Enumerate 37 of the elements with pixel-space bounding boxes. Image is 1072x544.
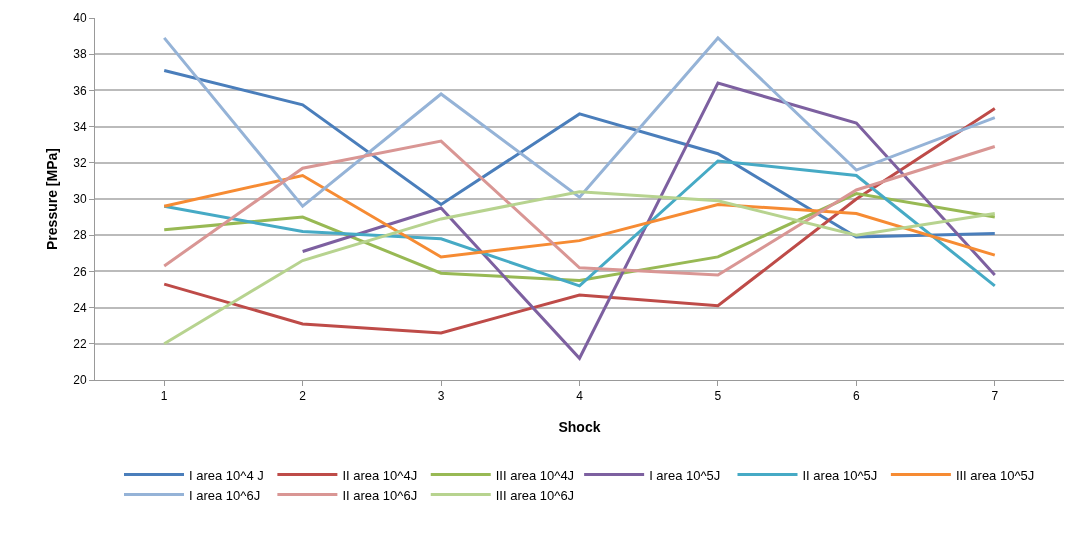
legend-label: II area 10^4J — [342, 467, 418, 483]
x-tick-label: 4 — [576, 389, 584, 404]
y-tick-label: 34 — [73, 119, 87, 134]
y-tick-label: 30 — [73, 192, 87, 207]
x-tick-label: 2 — [299, 389, 307, 404]
legend-label: II area 10^6J — [342, 487, 418, 503]
line-series — [162, 68, 997, 239]
y-axis-title: Pressure [MPa] — [44, 148, 60, 250]
y-tick-label: 28 — [73, 228, 87, 243]
line-series — [162, 190, 997, 346]
y-tick-label: 40 — [73, 11, 87, 26]
x-tick-label: 7 — [991, 389, 999, 404]
y-tick-label: 26 — [73, 264, 87, 279]
y-tick-label: 20 — [73, 373, 87, 388]
legend-label: I area 10^4 J — [189, 467, 264, 483]
x-axis-title: Shock — [558, 419, 601, 435]
x-tick-label: 1 — [160, 389, 168, 404]
y-tick-label: 38 — [73, 47, 87, 62]
line-series — [162, 36, 997, 208]
y-tick-label: 24 — [73, 300, 87, 315]
legend-label: III area 10^4J — [495, 467, 575, 483]
line-series — [162, 107, 997, 335]
y-tick-label: 22 — [73, 337, 87, 351]
line-series — [162, 159, 997, 288]
legend-label: II area 10^5J — [802, 467, 878, 483]
x-tick-label: 6 — [853, 389, 861, 404]
legend-label: I area 10^5J — [649, 467, 721, 483]
line-series — [301, 81, 997, 360]
legend-label: I area 10^6J — [189, 487, 261, 503]
legend-label: III area 10^5J — [955, 467, 1035, 483]
line-series — [162, 139, 997, 277]
y-tick-label: 36 — [73, 83, 87, 98]
line-series — [162, 173, 997, 259]
legend-label: III area 10^6J — [495, 487, 575, 503]
y-tick-label: 32 — [73, 156, 87, 170]
x-tick-label: 5 — [714, 389, 722, 404]
x-tick-label: 3 — [437, 389, 445, 404]
